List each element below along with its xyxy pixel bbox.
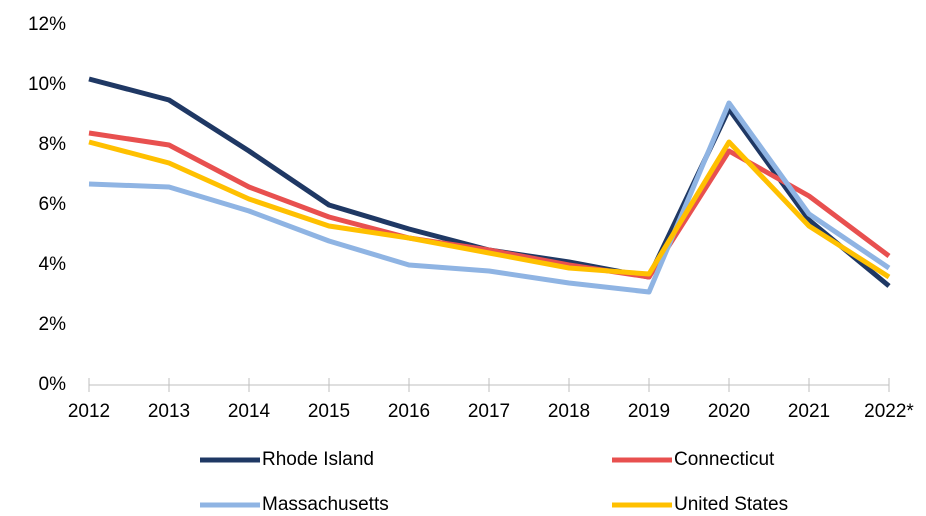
legend-label: Rhode Island	[262, 449, 374, 470]
x-tick-label: 2017	[468, 401, 510, 422]
series-line	[88, 139, 891, 280]
x-tick-label: 2013	[148, 401, 190, 422]
x-tick-label: 2015	[308, 401, 350, 422]
x-tick-label: 2014	[228, 401, 271, 422]
legend-label: Massachusetts	[262, 494, 389, 515]
y-tick-label: 6%	[39, 194, 67, 215]
y-tick-label: 2%	[39, 314, 67, 335]
x-tick-label: 2022*	[864, 401, 914, 422]
series-line	[88, 100, 891, 295]
legend-label: United States	[674, 494, 788, 515]
x-tick-label: 2012	[68, 401, 110, 422]
y-tick-label: 8%	[39, 134, 67, 155]
y-tick-label: 10%	[28, 74, 66, 95]
legend-label: Connecticut	[674, 449, 775, 470]
y-tick-label: 0%	[39, 374, 67, 395]
x-tick-label: 2019	[628, 401, 670, 422]
y-tick-label: 12%	[28, 14, 66, 35]
series-line	[88, 130, 891, 280]
y-tick-label: 4%	[39, 254, 67, 275]
x-tick-label: 2018	[548, 401, 590, 422]
x-tick-label: 2016	[388, 401, 430, 422]
x-tick-label: 2021	[788, 401, 830, 422]
x-tick-label: 2020	[708, 401, 750, 422]
